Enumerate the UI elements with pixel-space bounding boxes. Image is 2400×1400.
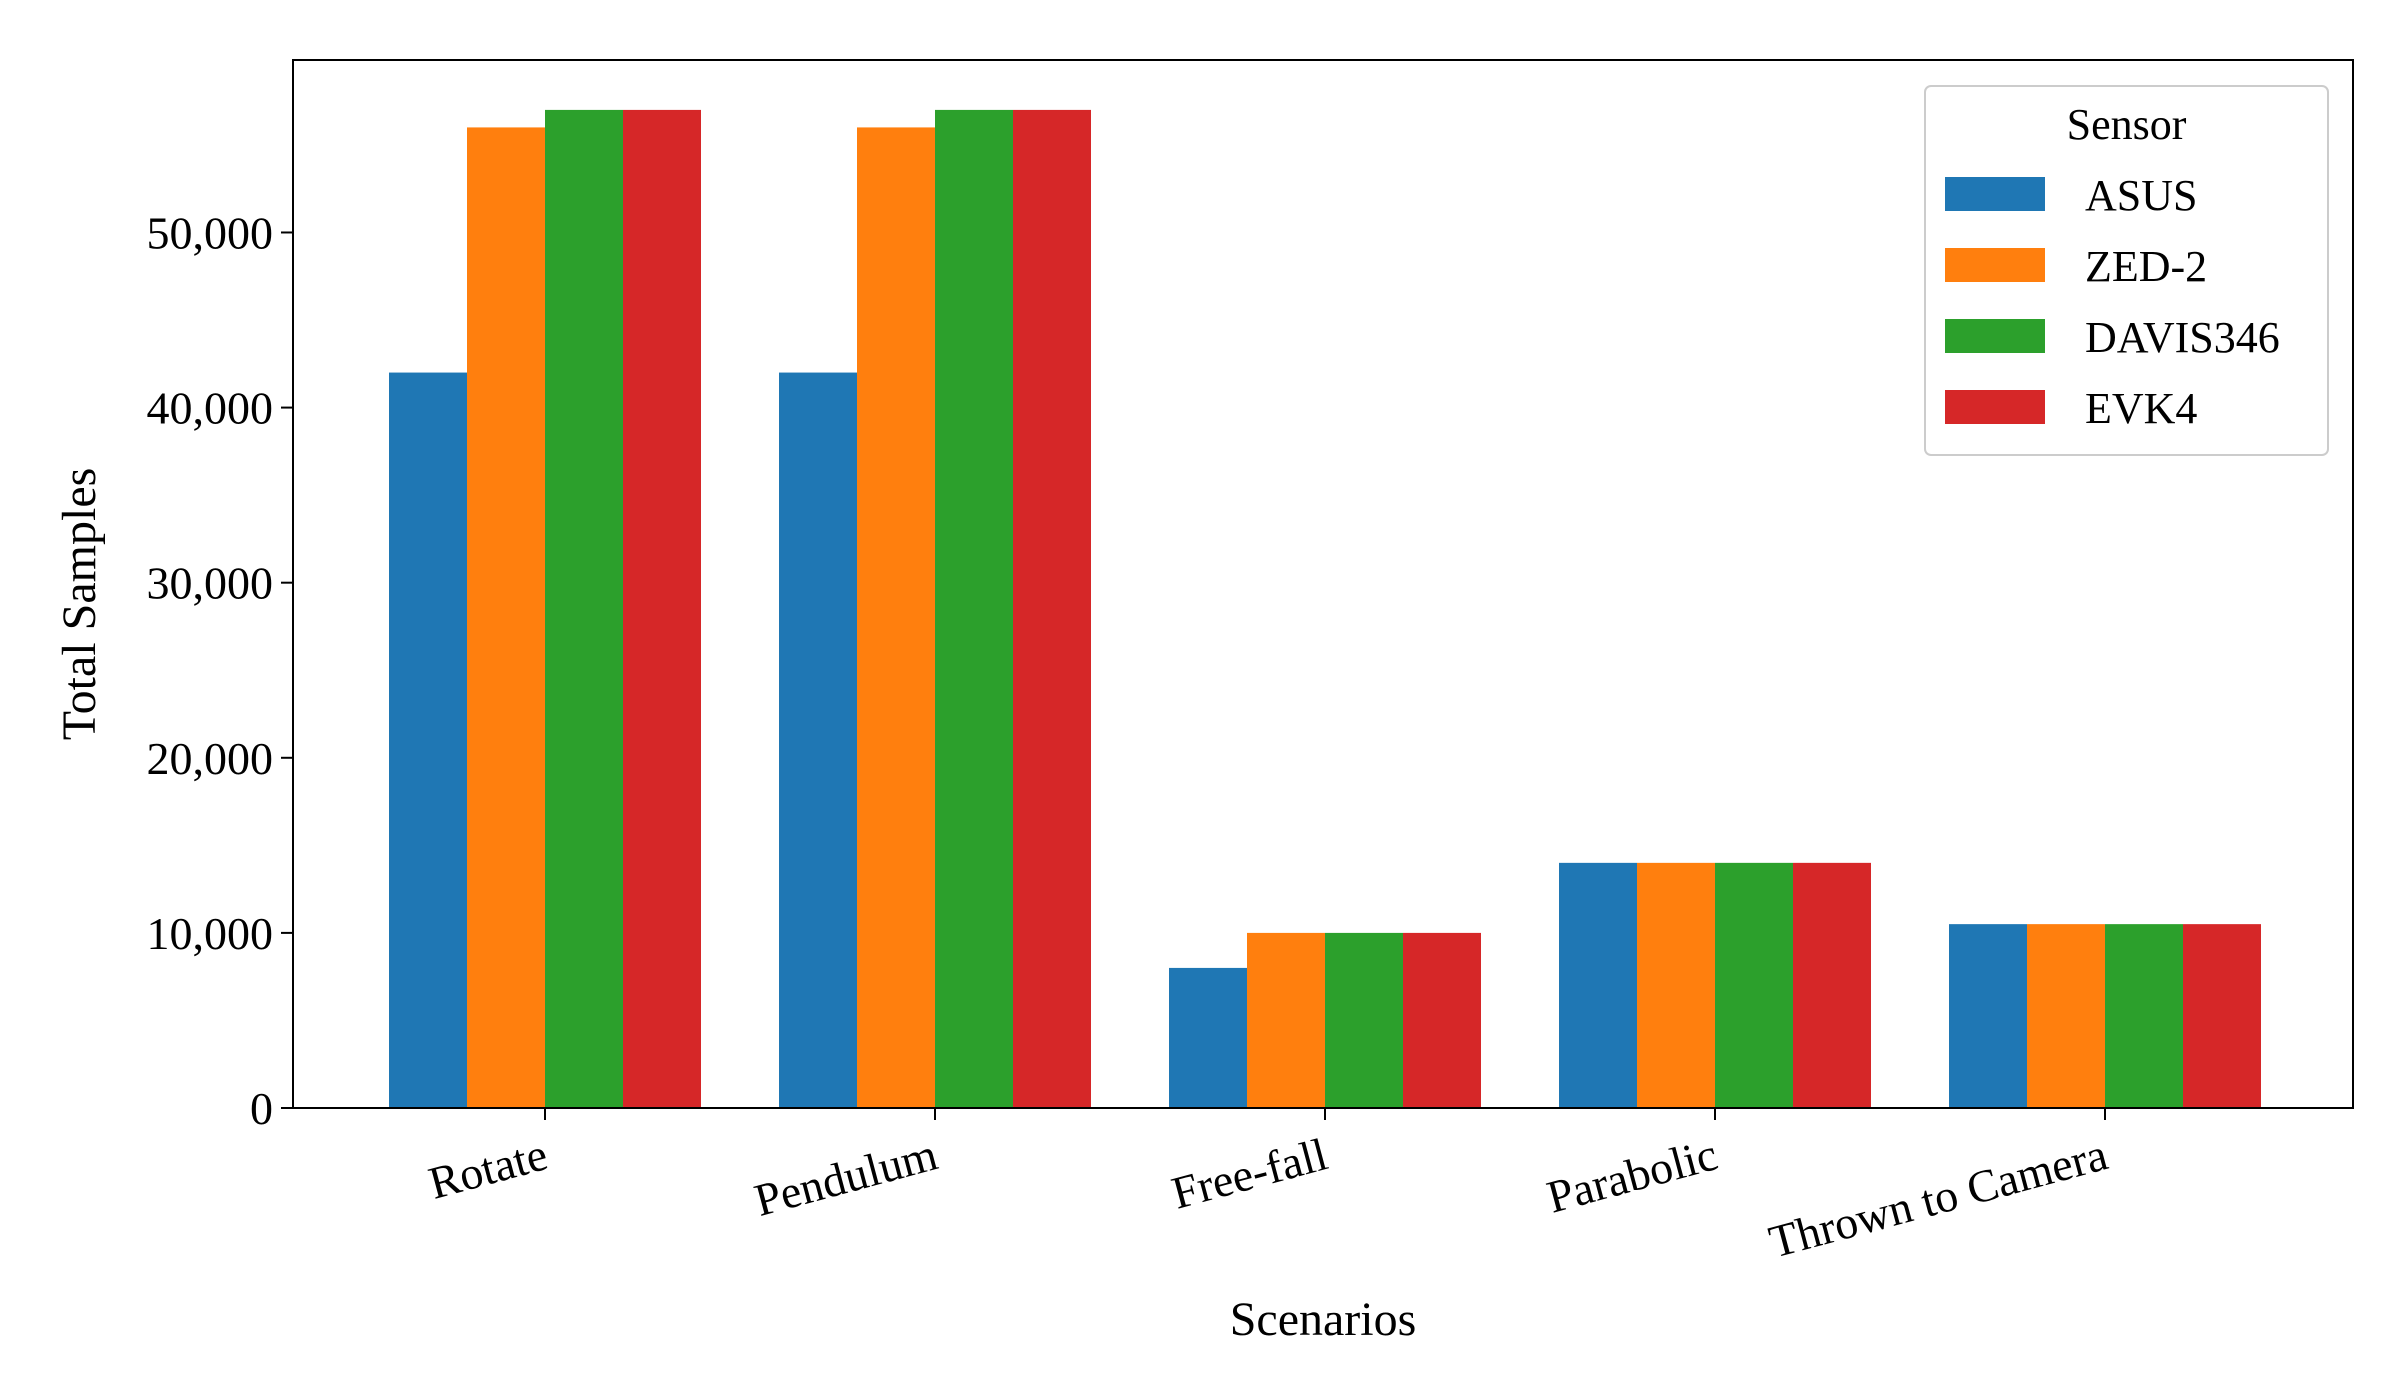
bar-davis346-pendulum — [935, 109, 1013, 1108]
bar-davis346-free-fall — [1325, 932, 1403, 1108]
legend-label-evk4: EVK4 — [2085, 384, 2197, 433]
y-tick-label: 40,000 — [147, 383, 274, 434]
bar-davis346-rotate — [545, 109, 623, 1108]
legend-label-asus: ASUS — [2085, 171, 2198, 220]
y-tick-label: 0 — [250, 1083, 273, 1134]
legend-label-zed-2: ZED-2 — [2085, 242, 2207, 291]
bar-evk4-rotate — [623, 109, 701, 1108]
legend-items: ASUS ZED-2 DAVIS346 EVK4 — [1945, 171, 2280, 433]
bar-asus-parabolic — [1559, 862, 1637, 1108]
bar-evk4-free-fall — [1403, 932, 1481, 1108]
y-tick-label: 50,000 — [147, 207, 274, 258]
bar-zed-2-rotate — [467, 127, 545, 1108]
bar-asus-free-fall — [1169, 967, 1247, 1108]
plot-frame — [292, 59, 2354, 1109]
legend-swatch-zed-2 — [1945, 248, 2045, 282]
legend: Sensor ASUS ZED-2 DAVIS346 EVK4 — [1924, 85, 2329, 456]
x-tick-label: Rotate — [423, 1128, 552, 1208]
bar-evk4-pendulum — [1013, 109, 1091, 1108]
y-axis-label: Total Samples — [53, 468, 106, 741]
bar-asus-pendulum — [779, 372, 857, 1108]
x-tick-label: Parabolic — [1542, 1128, 1723, 1222]
bar-davis346-parabolic — [1715, 862, 1793, 1108]
legend-title: Sensor — [2067, 100, 2187, 149]
legend-label-davis346: DAVIS346 — [2085, 313, 2280, 362]
bar-zed-2-pendulum — [857, 127, 935, 1108]
y-tick-label: 30,000 — [147, 558, 274, 609]
bars-group — [389, 109, 2261, 1108]
x-tick-label: Thrown to Camera — [1764, 1128, 2113, 1267]
bar-evk4-thrown-to-camera — [2183, 924, 2261, 1108]
x-tick-label: Free-fall — [1166, 1128, 1332, 1218]
legend-swatch-evk4 — [1945, 390, 2045, 424]
bar-zed-2-parabolic — [1637, 862, 1715, 1108]
y-axis-ticks: 0 10,000 20,000 30,000 40,000 50,000 — [147, 207, 293, 1134]
x-axis-ticks: Rotate Pendulum Free-fall Parabolic Thrown t… — [423, 1108, 2113, 1268]
bar-zed-2-free-fall — [1247, 932, 1325, 1108]
bar-asus-rotate — [389, 372, 467, 1108]
bar-asus-thrown-to-camera — [1949, 924, 2027, 1108]
bar-zed-2-thrown-to-camera — [2027, 924, 2105, 1108]
bar-davis346-thrown-to-camera — [2105, 924, 2183, 1108]
y-tick-label: 10,000 — [147, 908, 274, 959]
legend-swatch-asus — [1945, 177, 2045, 211]
x-tick-label: Pendulum — [749, 1128, 943, 1226]
legend-swatch-davis346 — [1945, 319, 2045, 353]
y-tick-label: 20,000 — [147, 733, 274, 784]
bar-evk4-parabolic — [1793, 862, 1871, 1108]
x-axis-label: Scenarios — [1230, 1293, 1417, 1346]
